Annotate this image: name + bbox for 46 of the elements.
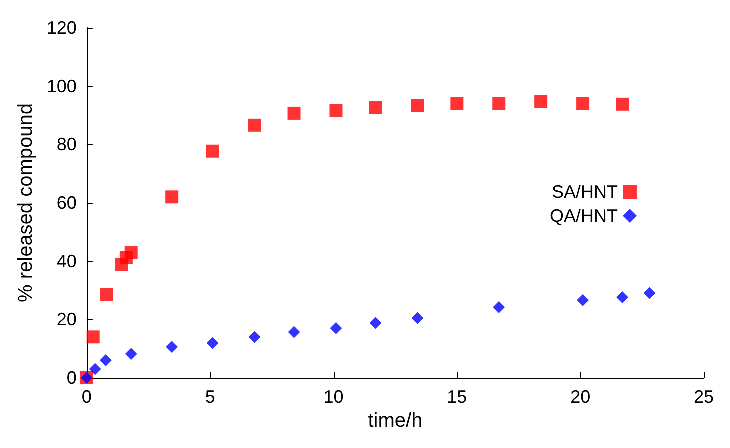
point	[330, 322, 342, 334]
point	[125, 348, 138, 360]
point	[369, 101, 382, 114]
y-tick-label: 100	[46, 76, 77, 96]
point	[411, 99, 424, 112]
y-tick-label: 40	[56, 251, 77, 272]
point	[166, 341, 178, 354]
point	[450, 97, 464, 110]
point	[493, 301, 506, 314]
point	[288, 326, 300, 338]
point	[616, 98, 630, 111]
x-axis-title: time/h	[368, 410, 423, 432]
point	[100, 288, 114, 302]
point	[166, 190, 179, 204]
point	[206, 144, 220, 158]
point	[412, 312, 424, 324]
y-tick-label: 0	[66, 368, 77, 388]
point	[89, 363, 102, 376]
point	[370, 317, 382, 330]
y-axis-title: % released compound	[15, 103, 37, 303]
x-tick-label: 25	[694, 387, 714, 407]
point	[288, 106, 301, 120]
point	[576, 97, 590, 110]
point	[248, 118, 262, 132]
point	[124, 246, 138, 260]
y-tick-label: 120	[46, 18, 77, 38]
x-tick-label: 20	[570, 387, 591, 407]
point	[534, 95, 548, 108]
point	[616, 292, 629, 304]
point	[330, 104, 343, 118]
y-tick-label: 60	[56, 193, 77, 213]
point	[86, 330, 100, 344]
x-tick-label: 5	[205, 387, 216, 407]
point	[248, 331, 261, 344]
legend-label: QA/HNT	[550, 206, 618, 226]
y-tick-label: 20	[56, 310, 77, 330]
x-tick-label: 15	[447, 387, 468, 407]
legend-label: SA/HNT	[552, 182, 618, 202]
point	[577, 294, 590, 306]
y-tick-label: 80	[56, 134, 77, 155]
point	[644, 287, 656, 300]
x-tick-label: 10	[324, 387, 344, 407]
x-tick-label: 0	[82, 387, 92, 407]
point	[206, 337, 219, 350]
point	[492, 97, 506, 110]
point	[100, 354, 112, 366]
